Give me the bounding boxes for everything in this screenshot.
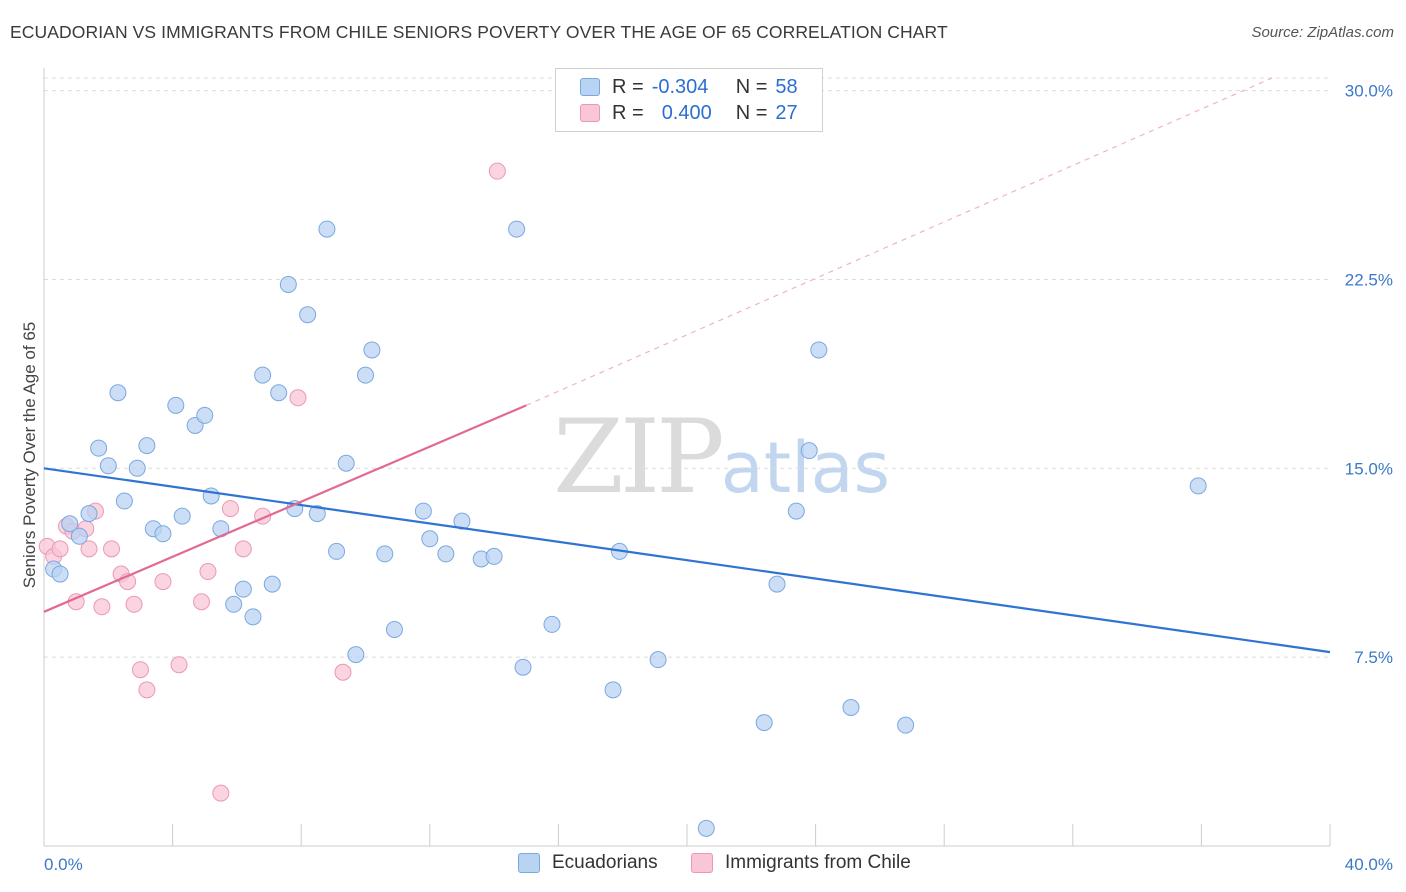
y-axis-label: Seniors Poverty Over the Age of 65 [20, 321, 39, 589]
data-point-chile [80, 540, 98, 558]
legend-swatch-blue [580, 78, 600, 96]
data-point-ecuadorian [453, 512, 471, 530]
data-point-ecuadorian [154, 525, 172, 543]
data-point-ecuadorian [1189, 477, 1207, 495]
data-point-chile [51, 540, 69, 558]
x-tick-label: 0.0% [44, 855, 83, 874]
y-tick-label: 22.5% [1345, 270, 1393, 289]
data-point-ecuadorian [385, 620, 403, 638]
data-point-ecuadorian [115, 492, 133, 510]
data-point-ecuadorian [357, 366, 374, 384]
correlation-legend: R = -0.304 N = 58 R = 0.400 N = 27 [555, 68, 823, 132]
data-point-chile [234, 540, 252, 558]
data-point-ecuadorian [485, 547, 503, 565]
data-point-chile [138, 681, 156, 699]
data-point-ecuadorian [363, 341, 381, 359]
data-point-ecuadorian [254, 366, 272, 384]
legend-r-value: 0.400 [661, 101, 712, 124]
data-point-ecuadorian [649, 651, 667, 669]
bottom-legend-ecuadorians[interactable]: Ecuadorians [518, 852, 658, 874]
data-point-chile [221, 500, 239, 518]
data-point-chile [334, 663, 352, 681]
data-point-ecuadorian [347, 646, 365, 664]
data-point-ecuadorian [225, 595, 243, 613]
legend-n-label: N = [735, 101, 768, 124]
data-point-ecuadorian [787, 502, 805, 520]
data-point-chile [193, 593, 211, 611]
y-tick-label: 30.0% [1345, 82, 1393, 101]
data-point-ecuadorian [80, 505, 98, 523]
data-point-ecuadorian [279, 275, 297, 293]
data-point-ecuadorian [810, 341, 828, 359]
data-point-ecuadorian [697, 819, 715, 837]
data-point-ecuadorian [90, 439, 108, 457]
data-point-chile [125, 595, 143, 613]
data-point-ecuadorian [173, 507, 191, 525]
legend-swatch-blue [518, 853, 540, 873]
y-tick-label: 15.0% [1345, 459, 1393, 478]
data-point-ecuadorian [244, 608, 262, 626]
data-point-chile [131, 661, 149, 679]
data-point-ecuadorian [414, 502, 432, 520]
data-point-chile [199, 563, 217, 581]
data-point-ecuadorian [437, 545, 455, 563]
data-point-ecuadorian [263, 575, 281, 593]
data-point-ecuadorian [755, 714, 773, 732]
data-point-ecuadorian [70, 527, 88, 545]
data-point-ecuadorian [234, 580, 252, 598]
legend-swatch-pink [580, 104, 600, 122]
bottom-legend-label: Ecuadorians [552, 852, 658, 873]
data-point-ecuadorian [604, 681, 622, 699]
legend-row-ecuadorians: R = -0.304 N = 58 [580, 74, 798, 100]
watermark-zip: ZIP [553, 398, 725, 517]
data-point-ecuadorian [514, 658, 532, 676]
data-point-ecuadorian [508, 220, 526, 238]
trend-line-ecuadorians [43, 467, 1331, 654]
bottom-legend-label: Immigrants from Chile [725, 852, 911, 873]
data-point-chile [212, 784, 230, 802]
data-point-ecuadorian [128, 459, 146, 477]
data-point-chile [93, 598, 111, 616]
data-point-ecuadorian [768, 575, 786, 593]
data-point-ecuadorian [318, 220, 336, 238]
data-point-ecuadorian [376, 545, 394, 563]
x-tick-label: 40.0% [1345, 855, 1393, 874]
chart-title: ECUADORIAN VS IMMIGRANTS FROM CHILE SENI… [10, 22, 948, 42]
data-point-ecuadorian [842, 699, 860, 717]
data-point-chile [103, 540, 121, 558]
legend-row-chile: R = 0.400 N = 27 [580, 100, 798, 126]
source-label: Source: ZipAtlas.com [1251, 24, 1394, 41]
legend-n-label: N = [735, 75, 768, 98]
data-point-ecuadorian [51, 565, 69, 583]
data-point-ecuadorian [800, 442, 818, 460]
data-point-ecuadorian [109, 384, 127, 402]
data-point-ecuadorian [299, 306, 317, 324]
legend-swatch-pink [691, 853, 713, 873]
legend-n-value: 27 [775, 101, 798, 124]
legend-r-label: R = [612, 101, 644, 124]
data-point-ecuadorian [99, 457, 117, 475]
y-tick-label: 7.5% [1354, 648, 1393, 667]
data-point-ecuadorian [167, 396, 185, 414]
data-point-ecuadorian [138, 437, 156, 455]
data-point-ecuadorian [328, 542, 346, 560]
legend-r-label: R = [612, 75, 644, 98]
data-point-chile [488, 162, 506, 180]
data-point-ecuadorian [196, 406, 214, 424]
bottom-legend-chile[interactable]: Immigrants from Chile [691, 852, 911, 874]
data-point-ecuadorian [308, 505, 326, 523]
trend-line-chile [43, 404, 527, 613]
data-point-ecuadorian [61, 515, 79, 533]
data-point-chile [170, 656, 188, 674]
data-point-ecuadorian [337, 454, 355, 472]
legend-r-value: -0.304 [651, 75, 709, 98]
data-point-ecuadorian [421, 530, 439, 548]
legend-n-value: 58 [775, 75, 798, 98]
data-point-chile [154, 573, 172, 591]
data-point-ecuadorian [543, 615, 561, 633]
data-point-chile [289, 389, 307, 407]
data-point-ecuadorian [270, 384, 288, 402]
data-point-ecuadorian [897, 716, 915, 734]
